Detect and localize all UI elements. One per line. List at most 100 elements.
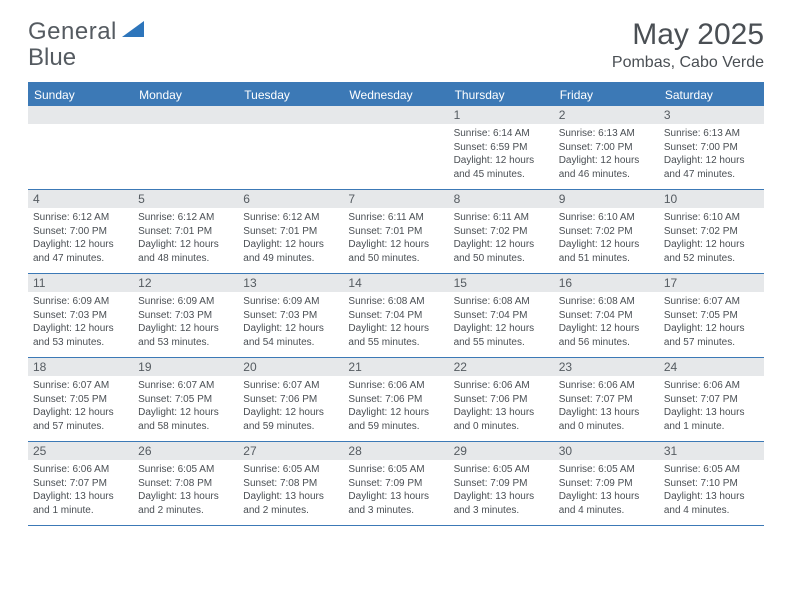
day-detail-cell (28, 124, 133, 189)
sunset-text: Sunset: 7:06 PM (454, 393, 549, 407)
sunset-text: Sunset: 7:00 PM (559, 141, 654, 155)
day-detail-cell: Sunrise: 6:08 AMSunset: 7:04 PMDaylight:… (343, 292, 448, 357)
day-detail-cell: Sunrise: 6:06 AMSunset: 7:07 PMDaylight:… (554, 376, 659, 441)
sunset-text: Sunset: 7:00 PM (664, 141, 759, 155)
location-text: Pombas, Cabo Verde (612, 54, 764, 72)
sunrise-text: Sunrise: 6:11 AM (454, 211, 549, 225)
daylight-text: Daylight: 12 hours and 45 minutes. (454, 154, 549, 181)
day-detail-cell: Sunrise: 6:06 AMSunset: 7:07 PMDaylight:… (659, 376, 764, 441)
day-number-cell: 25 (28, 442, 133, 460)
day-detail-cell (343, 124, 448, 189)
daynum-row: 11121314151617 (28, 274, 764, 292)
sunset-text: Sunset: 7:09 PM (454, 477, 549, 491)
sunset-text: Sunset: 7:07 PM (559, 393, 654, 407)
sunrise-text: Sunrise: 6:08 AM (454, 295, 549, 309)
detail-row: Sunrise: 6:14 AMSunset: 6:59 PMDaylight:… (28, 124, 764, 190)
day-detail-cell: Sunrise: 6:10 AMSunset: 7:02 PMDaylight:… (554, 208, 659, 273)
day-detail-cell (133, 124, 238, 189)
daynum-row: 45678910 (28, 190, 764, 208)
sunrise-text: Sunrise: 6:05 AM (348, 463, 443, 477)
detail-row: Sunrise: 6:12 AMSunset: 7:00 PM Daylight:… (28, 208, 764, 274)
sunrise-text: Sunrise: 6:13 AM (664, 127, 759, 141)
title-block: May 2025 Pombas, Cabo Verde (612, 18, 764, 72)
day-detail-cell: Sunrise: 6:08 AMSunset: 7:04 PMDaylight:… (449, 292, 554, 357)
sunrise-text: Sunrise: 6:10 AM (559, 211, 654, 225)
sunset-text: Sunset: 7:00 PM (33, 225, 128, 239)
daylight-text: Daylight: 13 hours and 3 minutes. (454, 490, 549, 517)
day-detail-cell: Sunrise: 6:07 AMSunset: 7:06 PMDaylight:… (238, 376, 343, 441)
daylight-text: Daylight: 12 hours and 50 minutes. (348, 238, 443, 265)
sunset-text: Sunset: 7:10 PM (664, 477, 759, 491)
sunset-text: Sunset: 7:08 PM (138, 477, 233, 491)
sunset-text: Sunset: 7:04 PM (348, 309, 443, 323)
daynum-row: 123 (28, 106, 764, 124)
sunrise-text: Sunrise: 6:08 AM (559, 295, 654, 309)
daylight-text: Daylight: 12 hours and 59 minutes. (243, 406, 338, 433)
sunrise-text: Sunrise: 6:09 AM (33, 295, 128, 309)
sunrise-text: Sunrise: 6:06 AM (348, 379, 443, 393)
logo-text-blue: Blue (28, 44, 76, 72)
sunset-text: Sunset: 7:08 PM (243, 477, 338, 491)
day-detail-cell: Sunrise: 6:12 AMSunset: 7:01 PMDaylight:… (133, 208, 238, 273)
daylight-text: Daylight: 13 hours and 0 minutes. (559, 406, 654, 433)
calendar-page: General May 2025 Pombas, Cabo Verde Blue… (0, 0, 792, 536)
day-number-cell: 7 (343, 190, 448, 208)
day-number-cell: 2 (554, 106, 659, 124)
sunset-text: Sunset: 7:01 PM (138, 225, 233, 239)
sunrise-text: Sunrise: 6:09 AM (138, 295, 233, 309)
weekday-sun: Sunday (28, 84, 133, 106)
sunrise-text: Sunrise: 6:05 AM (454, 463, 549, 477)
day-detail-cell: Sunrise: 6:07 AMSunset: 7:05 PMDaylight:… (28, 376, 133, 441)
sunrise-text: Sunrise: 6:06 AM (33, 463, 128, 477)
day-detail-cell: Sunrise: 6:05 AMSunset: 7:09 PMDaylight:… (554, 460, 659, 525)
weekday-mon: Monday (133, 84, 238, 106)
daylight-text: Daylight: 12 hours and 48 minutes. (138, 238, 233, 265)
daynum-row: 18192021222324 (28, 358, 764, 376)
sunrise-text: Sunrise: 6:06 AM (454, 379, 549, 393)
day-number-cell: 13 (238, 274, 343, 292)
sunrise-text: Sunrise: 6:12 AM (33, 211, 128, 225)
daylight-text: Daylight: 13 hours and 3 minutes. (348, 490, 443, 517)
daylight-text: Daylight: 12 hours and 46 minutes. (559, 154, 654, 181)
day-detail-cell: Sunrise: 6:05 AMSunset: 7:08 PMDaylight:… (238, 460, 343, 525)
sunset-text: Sunset: 7:09 PM (348, 477, 443, 491)
day-detail-cell: Sunrise: 6:14 AMSunset: 6:59 PMDaylight:… (449, 124, 554, 189)
sunset-text: Sunset: 7:03 PM (138, 309, 233, 323)
logo: General (28, 18, 146, 46)
sunset-text: Sunset: 7:06 PM (243, 393, 338, 407)
sunset-text: Sunset: 7:02 PM (454, 225, 549, 239)
day-number-cell: 17 (659, 274, 764, 292)
daylight-text: Daylight: 12 hours and 53 minutes. (138, 322, 233, 349)
sunrise-text: Sunrise: 6:07 AM (664, 295, 759, 309)
day-number-cell (133, 106, 238, 124)
day-number-cell: 24 (659, 358, 764, 376)
day-number-cell: 18 (28, 358, 133, 376)
detail-row: Sunrise: 6:09 AMSunset: 7:03 PMDaylight:… (28, 292, 764, 358)
sunset-text: Sunset: 7:05 PM (138, 393, 233, 407)
daylight-text: Daylight: 12 hours and 55 minutes. (348, 322, 443, 349)
day-number-cell: 20 (238, 358, 343, 376)
day-number-cell: 26 (133, 442, 238, 460)
day-detail-cell: Sunrise: 6:06 AMSunset: 7:06 PMDaylight:… (449, 376, 554, 441)
sunrise-text: Sunrise: 6:08 AM (348, 295, 443, 309)
day-number-cell: 29 (449, 442, 554, 460)
sunrise-text: Sunrise: 6:05 AM (664, 463, 759, 477)
sunrise-text: Sunrise: 6:13 AM (559, 127, 654, 141)
day-number-cell: 16 (554, 274, 659, 292)
day-number-cell: 27 (238, 442, 343, 460)
day-detail-cell: Sunrise: 6:10 AMSunset: 7:02 PMDaylight:… (659, 208, 764, 273)
sunset-text: Sunset: 7:01 PM (243, 225, 338, 239)
sunset-text: Sunset: 7:09 PM (559, 477, 654, 491)
day-detail-cell: Sunrise: 6:05 AMSunset: 7:09 PMDaylight:… (343, 460, 448, 525)
sunset-text: Sunset: 6:59 PM (454, 141, 549, 155)
day-detail-cell (238, 124, 343, 189)
daylight-text: Daylight: 12 hours and 58 minutes. (138, 406, 233, 433)
daynum-row: 25262728293031 (28, 442, 764, 460)
sunrise-text: Sunrise: 6:07 AM (138, 379, 233, 393)
daylight-text: Daylight: 13 hours and 4 minutes. (559, 490, 654, 517)
day-number-cell: 22 (449, 358, 554, 376)
logo-text-general: General (28, 18, 117, 46)
weekday-header-row: Sunday Monday Tuesday Wednesday Thursday… (28, 84, 764, 106)
day-number-cell: 9 (554, 190, 659, 208)
sunset-text: Sunset: 7:04 PM (454, 309, 549, 323)
